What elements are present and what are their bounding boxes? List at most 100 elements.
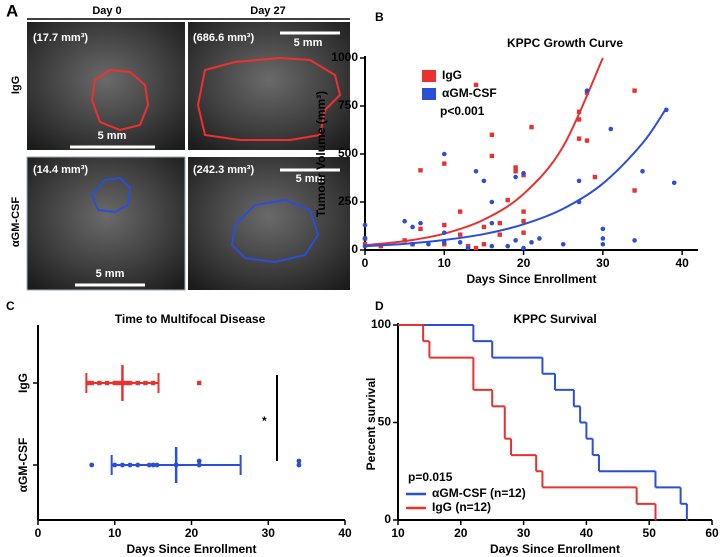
volume-label: (242.3 mm³) [193,164,254,176]
scale-label: 5 mm [294,37,323,49]
point [584,88,590,93]
point [513,174,518,180]
point [521,209,526,214]
point [402,218,407,224]
point [489,243,495,249]
point [473,168,479,174]
point [418,226,423,232]
legend-label: IgG [442,68,462,82]
y-axis-label: Percent survival [364,378,378,471]
point [521,230,526,235]
chart-title: Time to Multifocal Disease [115,312,266,326]
point [592,174,598,180]
tumour-outline [90,176,132,214]
point [410,224,415,230]
panel-label: D [375,299,384,313]
point [362,222,368,228]
fit-curve [364,107,668,248]
x-tick-label: 50 [643,526,657,540]
point [296,462,302,468]
y-axis-label: Tumour Volume (mm³) [314,91,328,217]
volume-label: (686.6 mm³) [193,32,254,44]
point [640,168,645,174]
point [576,117,582,122]
point [442,222,447,228]
y-tick-label: 100 [371,317,391,331]
annotation: p=0.015 [408,470,453,484]
x-axis-label: Days Since Enrollment [126,542,256,556]
y-tick-label: 0 [384,512,391,526]
point [576,178,582,184]
x-tick-label: 10 [108,526,122,540]
point [465,245,471,251]
panel-a: A Day 0 Day 27 IgG αGM-CSF (17.7 mm³) (6… [6,1,350,291]
point [457,209,463,214]
point [584,138,590,143]
tumour-outline [90,68,150,132]
scale-label: 5 mm [296,173,325,185]
x-axis-label: Days Since Enrollment [490,542,620,556]
point [521,170,526,176]
point [632,188,637,193]
x-tick-label: 40 [338,526,352,540]
point [89,462,95,468]
legend-swatch [422,88,436,100]
point [489,220,495,226]
panel-label: B [375,10,384,24]
point [560,241,566,247]
x-tick-label: 20 [185,526,199,540]
point [481,224,487,230]
x-tick-label: 10 [391,526,405,540]
y-tick-label: 0 [351,242,358,256]
fit-curve [364,57,604,247]
x-tick-label: 20 [454,526,468,540]
point [442,161,447,166]
ultrasound-image [27,22,185,150]
point [513,165,518,170]
point [489,199,495,205]
ultrasound-image [188,157,350,290]
y-tick-label: 750 [338,98,358,112]
y-tick-label: IgG [16,373,30,393]
point [497,232,502,237]
point [473,245,479,251]
point [513,169,518,174]
point [600,236,606,241]
point [457,240,463,245]
point [632,88,637,93]
row-header: αGM-CSF [10,197,22,247]
point [505,197,510,203]
x-tick-label: 30 [596,256,610,270]
point [671,180,677,186]
point [576,136,582,141]
point [481,178,487,184]
point [489,132,495,137]
x-tick-label: 0 [35,526,42,540]
y-tick-label: 1000 [331,50,358,64]
point [441,230,447,236]
point [441,151,447,157]
x-tick-label: 60 [705,526,719,540]
x-tick-label: 10 [438,256,452,270]
point [600,226,606,232]
legend-label: αGM-CSF (n=12) [432,486,526,500]
point [529,124,534,130]
point [521,245,526,251]
tumour-outline [230,198,320,264]
point [196,458,202,464]
point [441,240,447,245]
y-tick-label: 50 [378,415,392,429]
point [505,243,511,249]
scale-label: 5 mm [98,130,127,142]
point [362,236,368,241]
point [426,241,431,247]
x-tick-label: 0 [362,256,369,270]
point [608,126,614,132]
point [296,458,302,464]
x-tick-label: 40 [675,256,689,270]
point [632,238,637,243]
point [418,168,423,173]
x-tick-label: 30 [262,526,276,540]
point [521,219,526,224]
point [196,380,202,386]
